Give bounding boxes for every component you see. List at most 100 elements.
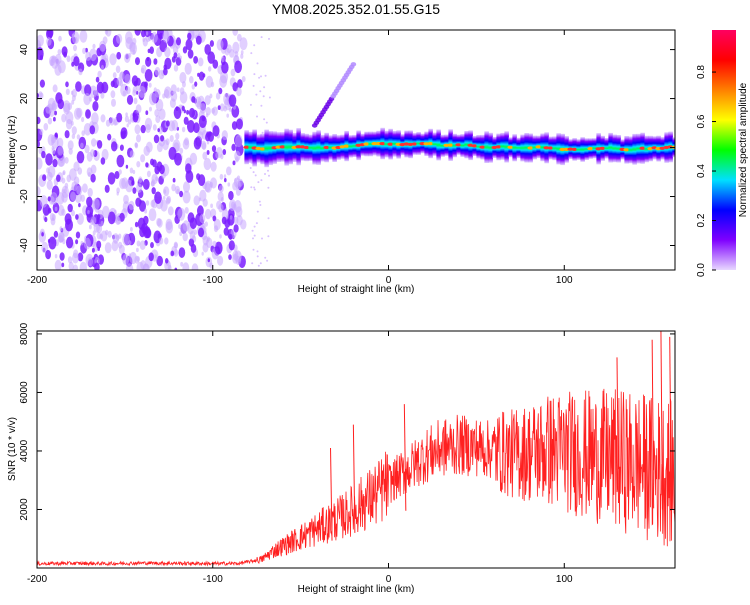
heatmap-band-segment <box>520 134 525 162</box>
heatmap-noise-blob <box>89 125 96 135</box>
heatmap-noise-blob <box>234 150 241 162</box>
heatmap-noise-blob <box>232 41 240 54</box>
heatmap-noise-blob <box>104 184 110 193</box>
heatmap-noise-blob <box>123 194 129 205</box>
heatmap-noise-blob <box>185 170 194 183</box>
heatmap-noise-blob <box>237 79 243 89</box>
heatmap-noise-blob <box>169 135 174 142</box>
heatmap-noise-blob <box>226 113 229 118</box>
heatmap-band-segment <box>284 128 289 166</box>
heatmap-speckle <box>252 84 255 87</box>
heatmap-noise-blob <box>66 174 72 183</box>
heatmap-noise-blob <box>206 150 210 155</box>
heatmap-noise-blob <box>116 191 119 196</box>
heatmap-band-segment <box>612 134 617 163</box>
colorbar-ticks: 0.0 0.2 0.4 0.6 0.8 <box>696 65 716 277</box>
heatmap-noise-blob <box>163 189 167 194</box>
heatmap-noise-blob <box>203 157 212 171</box>
heatmap-speckle <box>250 186 253 189</box>
heatmap-noise-blob <box>193 195 200 206</box>
heatmap-speckle <box>256 115 258 118</box>
heatmap-speckle <box>253 225 256 228</box>
heatmap-x-axis-label: Height of straight line (km) <box>298 284 415 295</box>
heatmap-noise-blob <box>80 142 84 149</box>
heatmap-noise-blob <box>92 230 96 236</box>
heatmap-noise-blob <box>83 237 91 250</box>
heatmap-band-segment <box>348 135 353 158</box>
heatmap-band-peak <box>495 145 502 149</box>
heatmap-y-tick-label: 20 <box>19 93 30 105</box>
heatmap-noise-blob <box>52 158 58 168</box>
heatmap-noise-blob <box>214 241 223 255</box>
heatmap-band-peak <box>527 146 534 150</box>
heatmap-band-peak <box>303 145 310 150</box>
heatmap-band-peak <box>243 145 250 149</box>
heatmap-speckle <box>261 237 263 240</box>
heatmap-noise-blob <box>234 178 237 183</box>
heatmap-band-segment <box>316 130 321 165</box>
heatmap-noise-blob <box>163 67 168 76</box>
heatmap-noise-blob <box>195 35 202 45</box>
heatmap-noise-blob <box>142 263 150 270</box>
heatmap-noise-blob <box>136 161 141 168</box>
heatmap-x-tick-label: -200 <box>27 275 47 286</box>
heatmap-noise-blob <box>145 31 149 36</box>
heatmap-band-segment <box>288 129 293 165</box>
heatmap-noise-blob <box>56 174 61 182</box>
heatmap-band-peak <box>471 144 478 148</box>
heatmap-speckle <box>267 217 270 220</box>
heatmap-speckle <box>256 250 259 253</box>
heatmap-band-segment <box>476 135 481 159</box>
heatmap-noise-blob <box>140 124 146 134</box>
heatmap-noise-blob <box>61 113 67 123</box>
heatmap-noise-blob <box>163 186 170 197</box>
heatmap-band-segment <box>576 139 581 160</box>
heatmap-band-segment <box>484 131 489 163</box>
heatmap-noise-blob <box>130 227 133 232</box>
heatmap-noise-blob <box>141 64 147 74</box>
heatmap-noise-blob <box>232 160 236 166</box>
heatmap-noise-blob <box>224 178 227 183</box>
heatmap-noise-blob <box>171 183 176 192</box>
heatmap-noise-blob <box>144 117 153 130</box>
heatmap-noise-blob <box>193 137 202 150</box>
heatmap-noise-blob <box>57 146 64 156</box>
heatmap-speckle <box>259 90 262 93</box>
heatmap-noise-blob <box>230 68 236 77</box>
heatmap-noise-blob <box>120 131 126 140</box>
heatmap-noise-blob <box>151 31 158 43</box>
snr-y-tick-label: 2000 <box>19 498 30 521</box>
heatmap-noise-blob <box>186 110 190 115</box>
heatmap-noise-blob <box>191 96 196 103</box>
heatmap-noise-blob <box>134 30 141 36</box>
heatmap-noise-blob <box>99 40 107 52</box>
snr-peak-spike <box>616 357 619 504</box>
heatmap-noise-blob <box>145 110 149 115</box>
heatmap-speckle <box>264 74 267 77</box>
heatmap-noise-blob <box>136 134 141 143</box>
heatmap-noise-blob <box>194 81 198 87</box>
heatmap-band-peak <box>547 146 554 150</box>
heatmap-noise-blob <box>154 254 157 259</box>
heatmap-speckle <box>267 186 270 189</box>
heatmap-noise-blob <box>127 119 132 125</box>
heatmap-band-peak <box>479 145 486 149</box>
heatmap-noise-blob <box>75 231 81 239</box>
heatmap-noise-blob <box>187 49 194 59</box>
heatmap-noise-blob <box>164 47 171 58</box>
heatmap-noise-blob <box>231 143 236 151</box>
heatmap-speckle <box>253 234 256 237</box>
heatmap-speckle <box>249 103 252 106</box>
heatmap-noise-blob <box>149 46 154 54</box>
heatmap-band-peak <box>323 145 330 150</box>
heatmap-noise-blob <box>171 119 179 131</box>
heatmap-noise-blob <box>179 55 182 60</box>
heatmap-noise-blob <box>179 190 184 198</box>
heatmap-noise-blob <box>165 218 173 231</box>
heatmap-noise-blob <box>160 135 165 142</box>
heatmap-band-peak <box>455 143 462 147</box>
heatmap-band-peak <box>343 144 350 148</box>
heatmap-noise-blob <box>65 111 74 125</box>
